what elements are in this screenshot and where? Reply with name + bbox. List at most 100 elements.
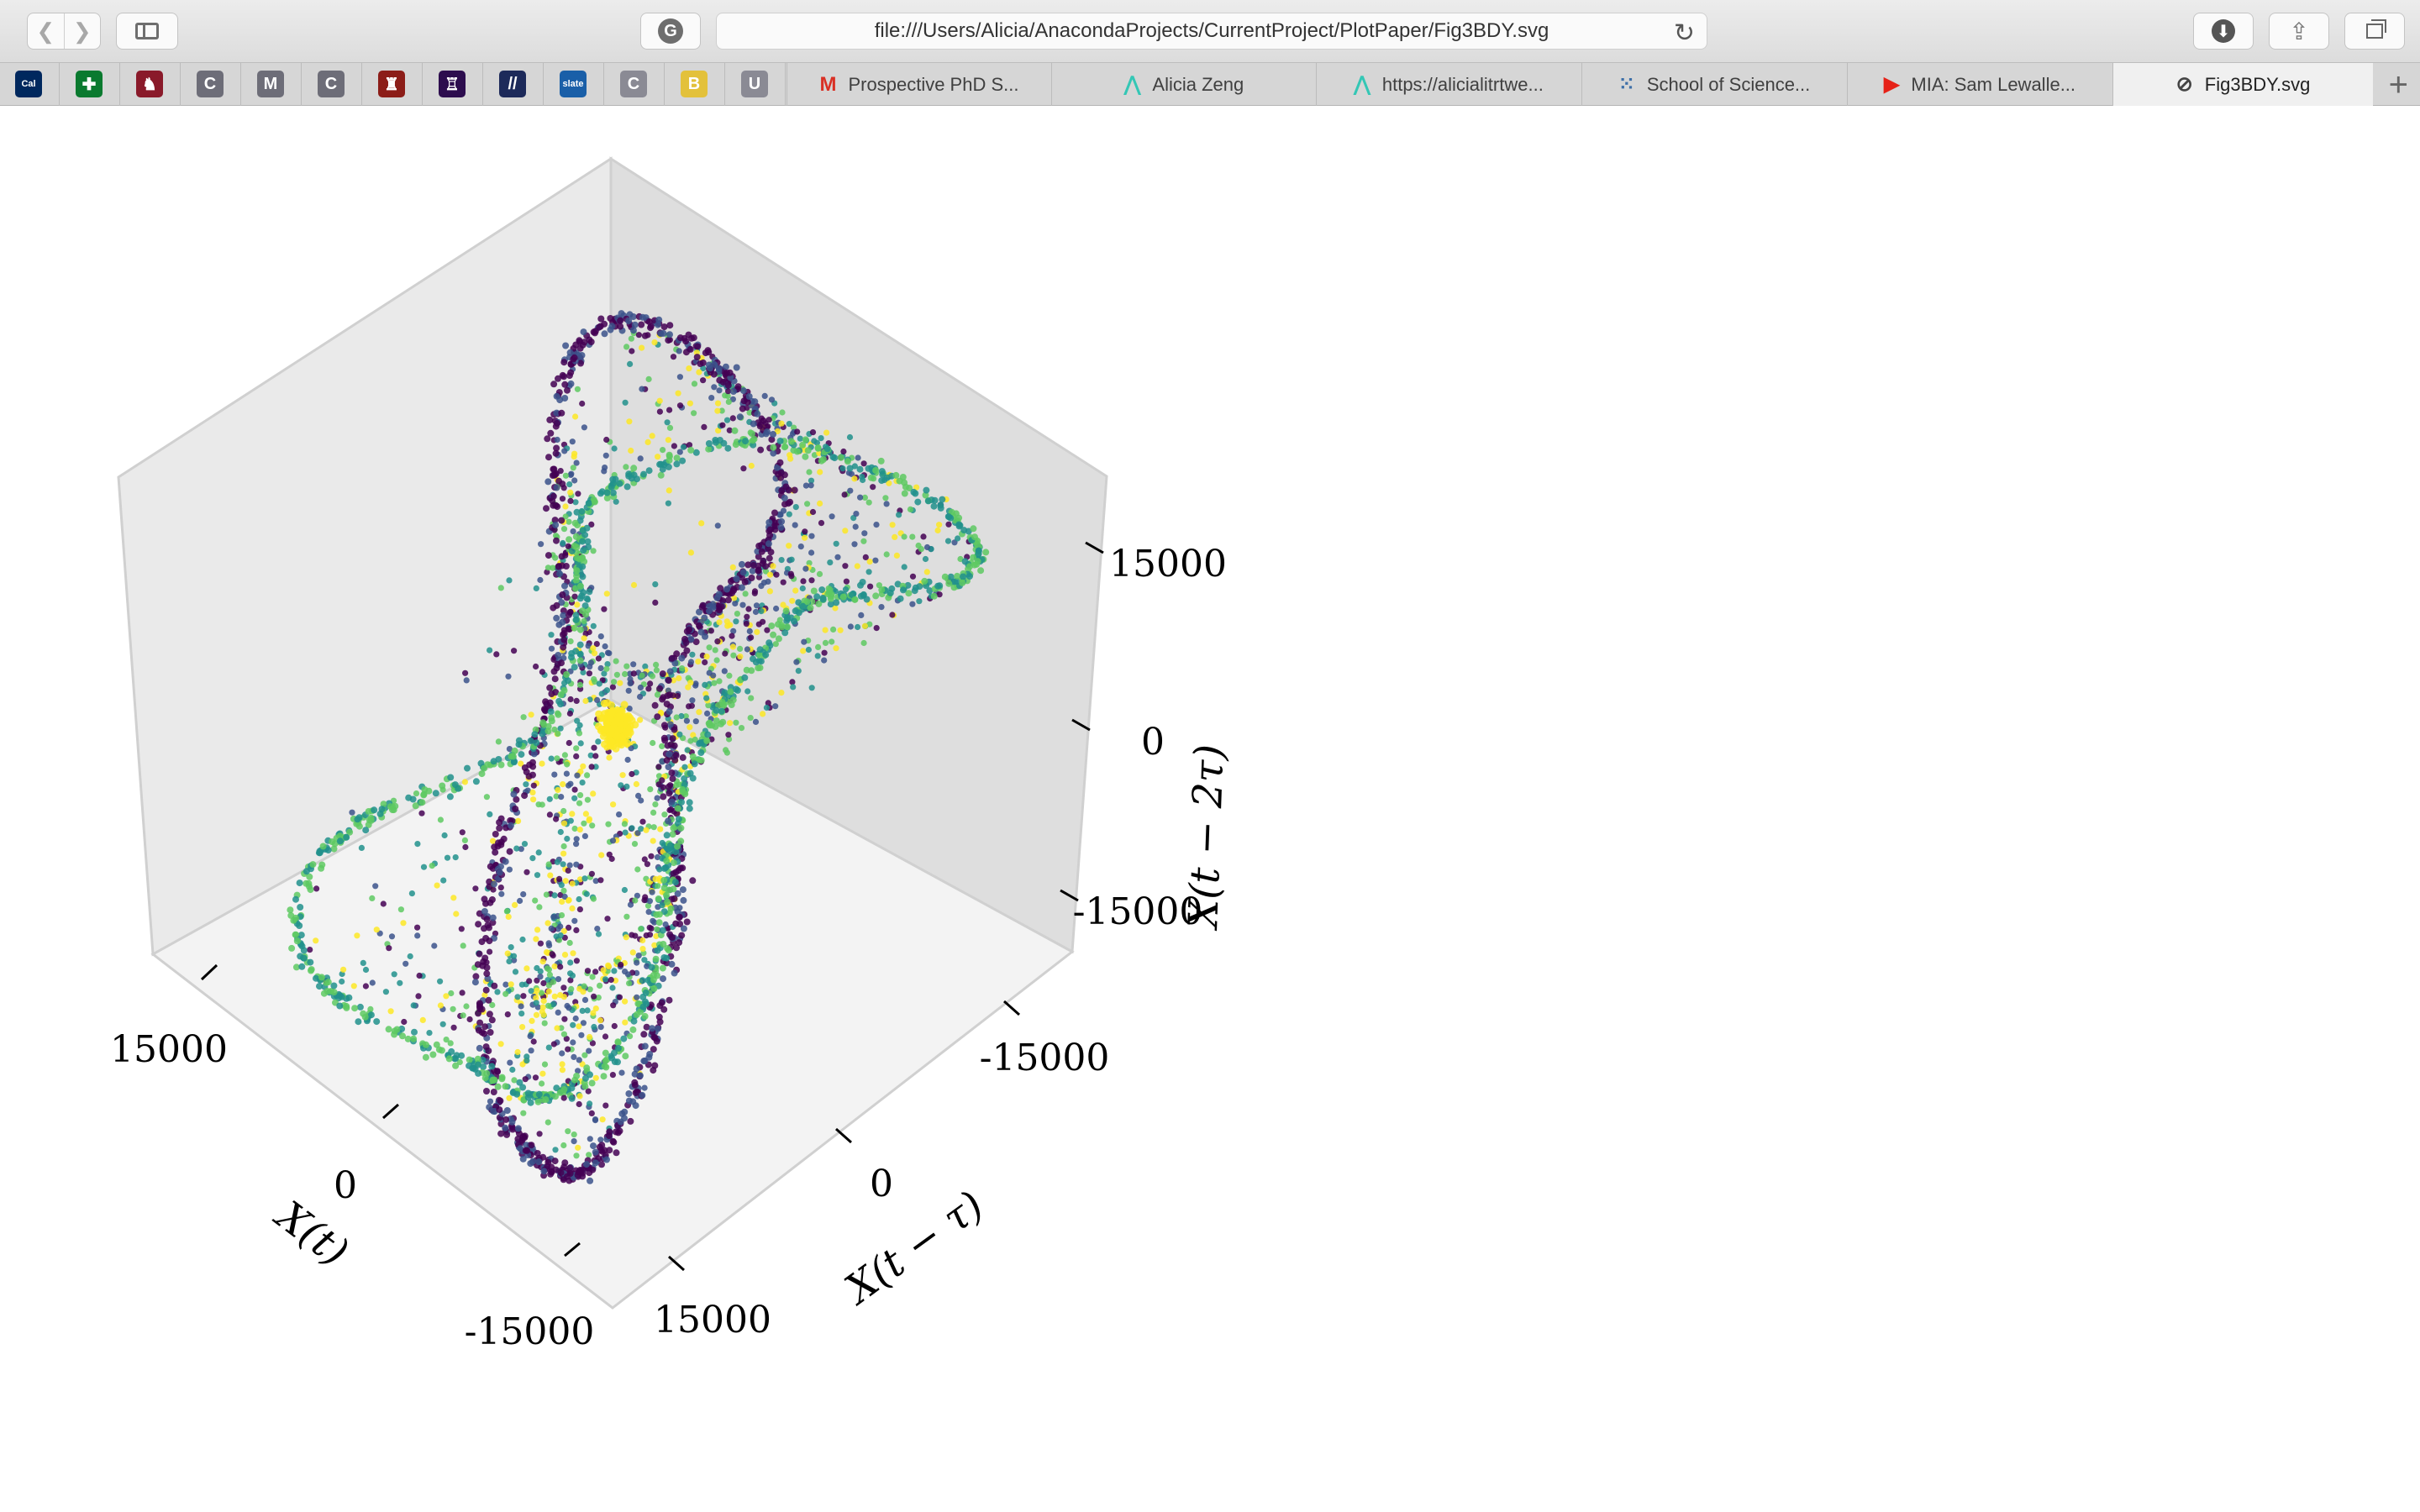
tab-1[interactable]: M Prospective PhD S... — [786, 63, 1051, 106]
data-point — [562, 503, 569, 510]
data-point — [528, 1142, 535, 1149]
favorite-tower-icon[interactable]: ♖ — [439, 71, 466, 97]
data-point — [547, 429, 555, 437]
data-point — [566, 349, 574, 356]
data-point — [518, 1137, 526, 1144]
sidebar-toggle-button[interactable] — [116, 13, 178, 50]
favorite-crest-icon[interactable]: ♜ — [378, 71, 405, 97]
data-point — [540, 979, 547, 987]
data-point — [425, 787, 433, 795]
data-point — [614, 726, 623, 734]
data-point — [650, 824, 657, 831]
data-point — [609, 684, 617, 690]
data-point — [762, 430, 770, 438]
data-point — [519, 1061, 526, 1068]
data-point — [573, 697, 580, 705]
favorite-c-icon[interactable]: C — [318, 71, 345, 97]
data-point — [622, 969, 629, 975]
data-point — [641, 897, 648, 904]
data-point — [570, 355, 577, 363]
data-point — [804, 501, 811, 507]
address-bar[interactable]: file:///Users/Alicia/AnacondaProjects/Cu… — [716, 13, 1707, 50]
favorite-m-icon[interactable]: M — [257, 71, 284, 97]
data-point — [576, 827, 583, 833]
data-point — [433, 1041, 440, 1048]
data-point — [616, 480, 623, 487]
data-point — [833, 645, 839, 652]
data-point — [633, 1065, 640, 1073]
tab-6[interactable]: ⊘ Fig3BDY.svg — [2112, 63, 2373, 106]
favorite-u-icon[interactable]: U — [741, 71, 768, 97]
data-point — [655, 883, 661, 890]
data-point — [748, 695, 755, 701]
data-point — [419, 1016, 426, 1023]
data-point — [653, 667, 660, 674]
data-point — [553, 444, 560, 452]
data-point — [733, 685, 739, 693]
data-point — [922, 491, 929, 499]
data-point — [706, 607, 713, 615]
data-point — [532, 897, 539, 904]
data-point — [615, 711, 623, 720]
reader-button[interactable]: G — [640, 13, 701, 50]
favorite-slate-icon[interactable]: slate — [560, 71, 587, 97]
favorite-stripes-icon[interactable]: // — [499, 71, 526, 97]
data-point — [718, 603, 725, 611]
back-button[interactable]: ❮ — [28, 13, 64, 49]
favorite-c-icon[interactable]: C — [620, 71, 647, 97]
tab-5[interactable]: ▶ MIA: Sam Lewalle... — [1847, 63, 2112, 106]
favorite-cross-icon[interactable]: ✚ — [76, 71, 103, 97]
downloads-button[interactable]: ⬇ — [2193, 13, 2254, 50]
data-point — [616, 811, 623, 818]
data-point — [554, 1025, 560, 1032]
favorite-cal-icon[interactable]: Cal — [15, 71, 42, 97]
data-point — [673, 782, 680, 789]
data-point — [865, 499, 872, 506]
data-point — [710, 702, 717, 709]
data-point — [560, 373, 567, 381]
data-point — [418, 799, 426, 806]
forward-button[interactable]: ❯ — [63, 13, 101, 49]
data-point — [950, 584, 958, 591]
favorite-db-icon[interactable]: B — [681, 71, 708, 97]
data-point — [631, 321, 639, 328]
data-point — [504, 950, 511, 957]
data-point — [700, 377, 707, 384]
data-point — [655, 773, 663, 780]
data-point — [563, 671, 571, 678]
data-point — [652, 581, 659, 588]
data-point — [778, 420, 785, 427]
data-point — [533, 1000, 539, 1006]
share-button[interactable]: ⇪ — [2269, 13, 2329, 50]
data-point — [590, 790, 597, 797]
data-point — [571, 519, 579, 527]
data-point — [802, 534, 808, 541]
data-point — [959, 579, 966, 586]
data-point — [397, 906, 404, 913]
data-point — [778, 690, 785, 696]
data-point — [786, 511, 792, 517]
data-point — [926, 587, 934, 595]
data-point — [573, 836, 580, 843]
data-point — [682, 639, 690, 647]
data-point — [748, 430, 755, 438]
tab-2[interactable]: ⋀ Alicia Zeng — [1051, 63, 1316, 106]
data-point — [659, 777, 666, 784]
show-tabs-button[interactable] — [2344, 13, 2405, 50]
data-point — [296, 922, 303, 929]
data-point — [603, 687, 611, 694]
favorite-griffin-icon[interactable]: ♞ — [136, 71, 163, 97]
tab-3[interactable]: ⋀ https://alicialitrtwe... — [1316, 63, 1581, 106]
data-point — [564, 835, 571, 843]
new-tab-button[interactable]: + — [2388, 66, 2408, 103]
data-point — [555, 563, 562, 570]
favorite-c-icon[interactable]: C — [197, 71, 224, 97]
data-point — [559, 591, 566, 598]
reload-icon[interactable]: ↻ — [1673, 19, 1695, 47]
data-point — [610, 1002, 617, 1009]
data-point — [324, 979, 332, 986]
data-point — [668, 798, 676, 806]
data-point — [911, 587, 918, 595]
data-point — [447, 774, 455, 781]
tab-4[interactable]: ⁙ School of Science... — [1581, 63, 1846, 106]
